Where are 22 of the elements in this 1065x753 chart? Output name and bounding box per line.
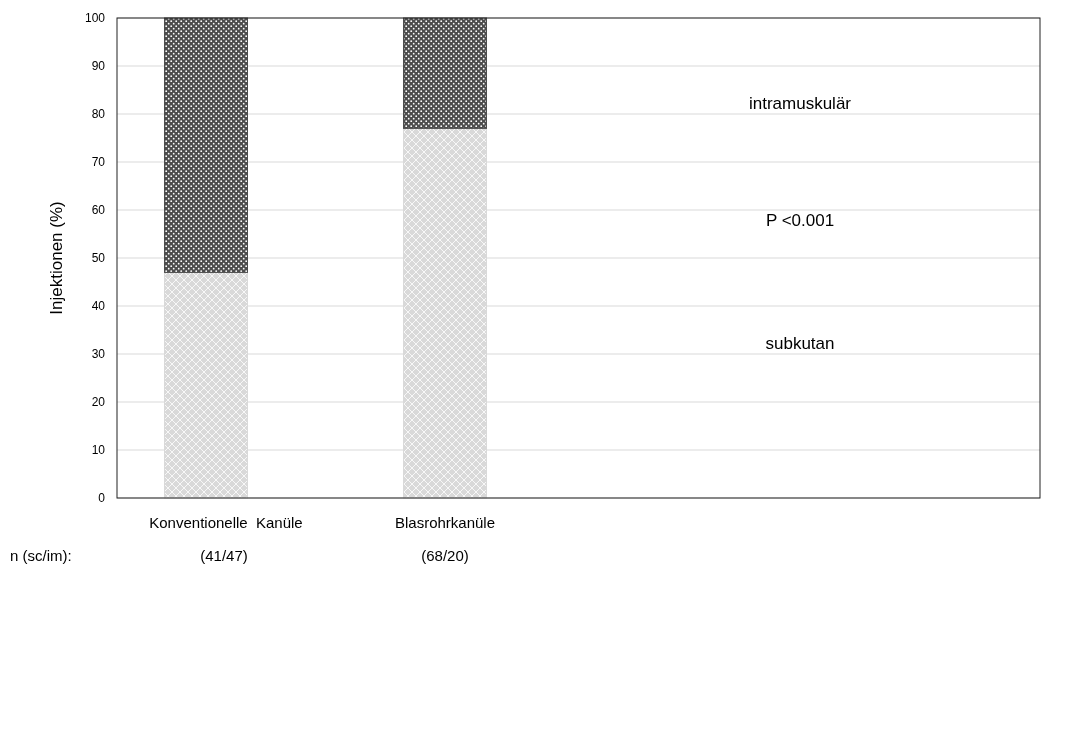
y-tick-label: 50	[91, 251, 106, 265]
y-tick-label: 10	[91, 443, 106, 457]
bar	[403, 17, 487, 129]
y-tick-label: 100	[84, 11, 106, 25]
x-tick-label: Konventionelle Kanüle	[149, 514, 303, 531]
y-axis-title: Injektionen (%)	[47, 201, 66, 315]
y-tick-label: 30	[91, 347, 106, 361]
text: n (sc/im):	[10, 547, 72, 564]
bar	[164, 17, 248, 273]
y-tick-label: 60	[91, 203, 106, 217]
x-tick-label: Blasrohrkanüle	[394, 514, 496, 531]
y-tick-label: 90	[91, 59, 106, 73]
text: (68/20)	[421, 547, 469, 564]
text: intramuskulär	[748, 94, 852, 114]
y-tick-label: 0	[98, 491, 106, 505]
text: subkutan	[765, 334, 835, 354]
text: (41/47)	[200, 547, 248, 564]
y-tick-label: 70	[91, 155, 106, 169]
y-tick-label: 40	[91, 299, 106, 313]
y-tick-label: 20	[91, 395, 106, 409]
y-tick-label: 80	[91, 107, 106, 121]
text: P <0.001	[765, 210, 835, 230]
